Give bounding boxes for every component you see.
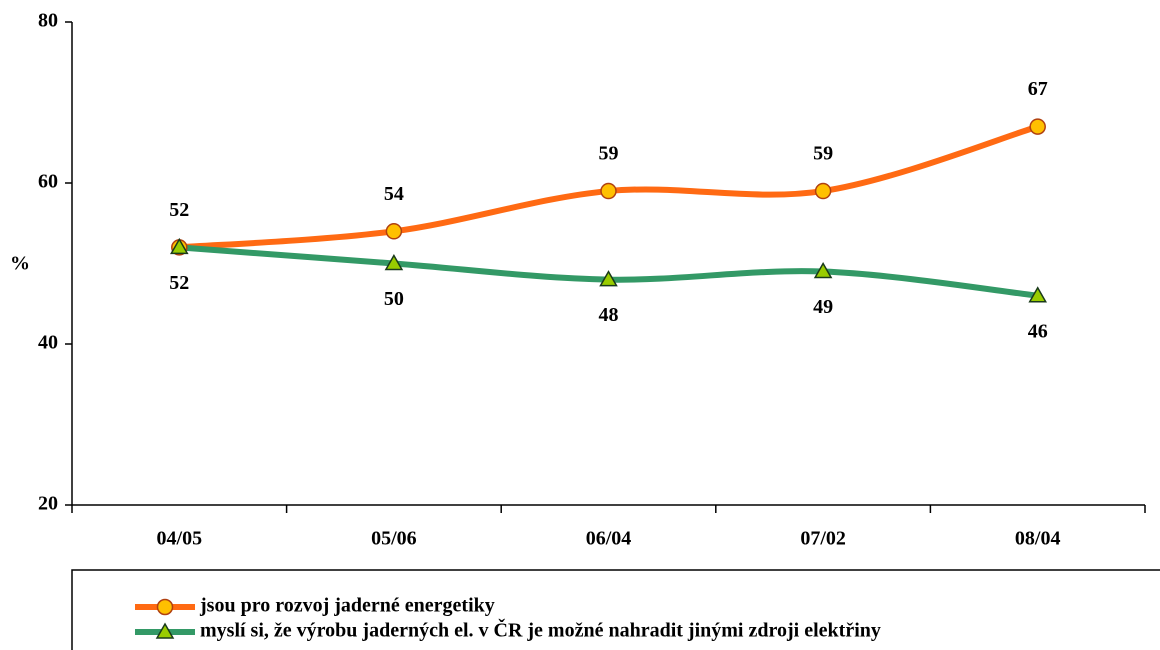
marker <box>384 253 404 271</box>
y-axis-label: % <box>10 253 30 275</box>
data-label: 50 <box>384 288 404 310</box>
data-label: 48 <box>599 304 619 326</box>
y-tick-label: 20 <box>38 493 58 515</box>
marker <box>813 262 833 279</box>
data-label: 59 <box>813 143 833 165</box>
x-tick-label: 07/02 <box>800 528 846 550</box>
data-label: 54 <box>384 183 404 205</box>
data-label: 67 <box>1028 78 1048 100</box>
legend-label: myslí si, že výrobu jaderných el. v ČR j… <box>200 618 881 642</box>
legend-box <box>71 569 1160 650</box>
marker <box>1029 118 1046 135</box>
marker <box>170 237 189 255</box>
x-tick-label: 08/04 <box>1015 528 1061 550</box>
x-tick-label: 06/04 <box>586 528 632 550</box>
y-tick-label: 60 <box>38 171 58 193</box>
legend-label: jsou pro rozvoj jaderné energetiky <box>199 595 495 617</box>
marker <box>600 182 617 200</box>
marker <box>156 598 174 616</box>
y-tick-label: 40 <box>38 332 58 354</box>
x-tick-label: 05/06 <box>371 528 417 550</box>
data-label: 59 <box>599 143 619 165</box>
marker <box>599 270 618 287</box>
data-label: 49 <box>813 296 833 318</box>
marker <box>155 622 175 639</box>
data-label: 46 <box>1028 320 1048 342</box>
y-tick-label: 80 <box>38 10 58 32</box>
x-tick-label: 04/05 <box>157 528 203 550</box>
data-label: 52 <box>169 199 189 221</box>
data-label: 52 <box>169 272 189 294</box>
marker <box>814 182 832 200</box>
marker <box>1028 286 1047 303</box>
marker <box>385 223 403 240</box>
